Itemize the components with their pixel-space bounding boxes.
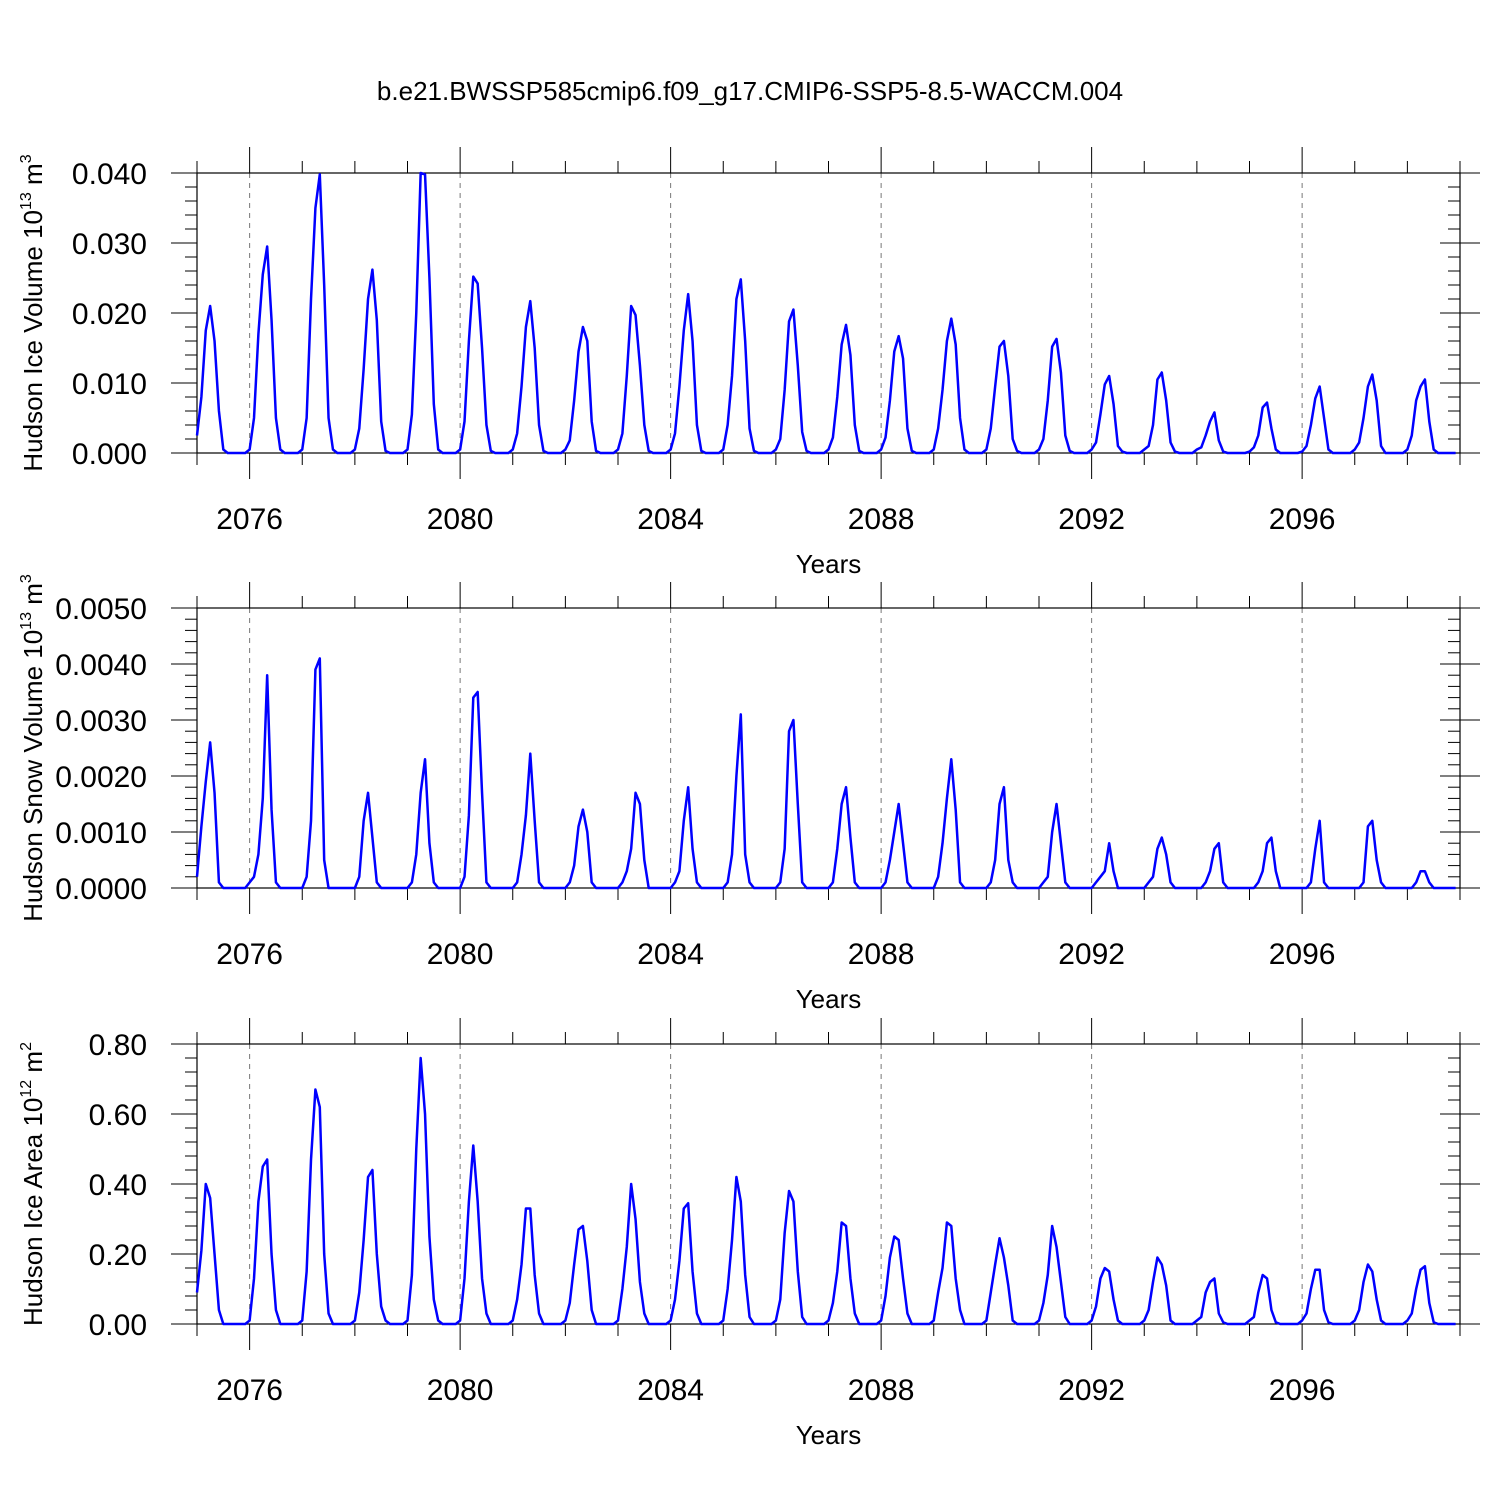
y-tick-label: 0.0010 (55, 817, 147, 850)
figure-title: b.e21.BWSSP585cmip6.f09_g17.CMIP6-SSP5-8… (377, 76, 1123, 106)
y-axis-title-text: Hudson Snow Volume 10 (18, 630, 48, 922)
plot-frame (196, 1043, 1461, 1325)
y-axis-title-text: Hudson Ice Volume 10 (18, 210, 48, 472)
y-axis-title-unit-exponent: 3 (18, 574, 35, 583)
y-axis-title-unit: m (18, 583, 48, 612)
y-axis-title-unit-exponent: 2 (18, 1042, 35, 1051)
x-axis-title: Years (796, 984, 862, 1014)
y-tick-label: 0.010 (72, 368, 147, 401)
y-axis-title-exponent: 13 (18, 612, 35, 630)
y-tick-label: 0.0050 (55, 593, 147, 626)
y-tick-label: 0.60 (89, 1099, 147, 1132)
panels: 2076 2080 2084 2088 2092 2096 0.000 0.010 0.020 0… (18, 147, 1480, 1450)
y-tick-label: 0.0030 (55, 705, 147, 738)
y-tick-label: 0.0040 (55, 649, 147, 682)
x-tick-label: 2076 (216, 1374, 283, 1407)
x-tick-label: 2088 (848, 1374, 915, 1407)
x-tick-label: 2084 (637, 503, 704, 536)
y-axis-title: Hudson Ice Volume 1013 m3 (18, 154, 48, 471)
y-axis-title-unit: m (18, 163, 48, 192)
x-tick-label: 2080 (427, 1374, 494, 1407)
y-axis-title: Hudson Snow Volume 1013 m3 (18, 574, 48, 922)
y-axis-title-unit-exponent: 3 (18, 154, 35, 163)
y-tick-label: 0.040 (72, 158, 147, 191)
series-line (195, 1056, 1456, 1326)
y-axis-title-exponent: 13 (18, 192, 35, 210)
x-axis-title: Years (796, 549, 862, 579)
plot-frame (196, 607, 1461, 889)
x-tick-label: 2096 (1269, 1374, 1336, 1407)
series-line (195, 171, 1456, 455)
y-axis-title: Hudson Ice Area 1012 m2 (18, 1042, 48, 1326)
chart-panel-1: 2076 2080 2084 2088 2092 2096 0.000 0.010 0.020 0… (18, 147, 1480, 579)
y-tick-label: 0.0020 (55, 761, 147, 794)
series-line (195, 657, 1456, 890)
y-tick-label: 0.000 (72, 438, 147, 471)
chart-panel-3: 2076 2080 2084 2088 2092 2096 0.00 0.20 0.40 0.60… (18, 1018, 1480, 1450)
x-tick-label: 2088 (848, 503, 915, 536)
y-tick-label: 0.40 (89, 1169, 147, 1202)
y-axis-title-text: Hudson Ice Area 10 (18, 1098, 48, 1326)
x-tick-label: 2096 (1269, 938, 1336, 971)
y-axis-title-unit: m (18, 1051, 48, 1080)
chart-panel-2: 2076 2080 2084 2088 2092 2096 0.0000 0.0010 0.00… (18, 574, 1480, 1014)
y-tick-label: 0.80 (89, 1029, 147, 1062)
x-tick-label: 2080 (427, 938, 494, 971)
x-axis-title: Years (796, 1420, 862, 1450)
y-tick-label: 0.0000 (55, 873, 147, 906)
y-tick-label: 0.020 (72, 298, 147, 331)
x-tick-label: 2092 (1058, 1374, 1125, 1407)
y-tick-label: 0.00 (89, 1309, 147, 1342)
plot-frame (196, 172, 1461, 454)
x-tick-label: 2088 (848, 938, 915, 971)
x-tick-label: 2084 (637, 938, 704, 971)
x-tick-label: 2084 (637, 1374, 704, 1407)
x-tick-label: 2080 (427, 503, 494, 536)
y-tick-label: 0.20 (89, 1239, 147, 1272)
x-tick-label: 2092 (1058, 503, 1125, 536)
x-tick-label: 2076 (216, 503, 283, 536)
x-tick-label: 2096 (1269, 503, 1336, 536)
x-tick-label: 2076 (216, 938, 283, 971)
x-tick-label: 2092 (1058, 938, 1125, 971)
y-axis-title-exponent: 12 (18, 1080, 35, 1098)
y-tick-label: 0.030 (72, 228, 147, 261)
